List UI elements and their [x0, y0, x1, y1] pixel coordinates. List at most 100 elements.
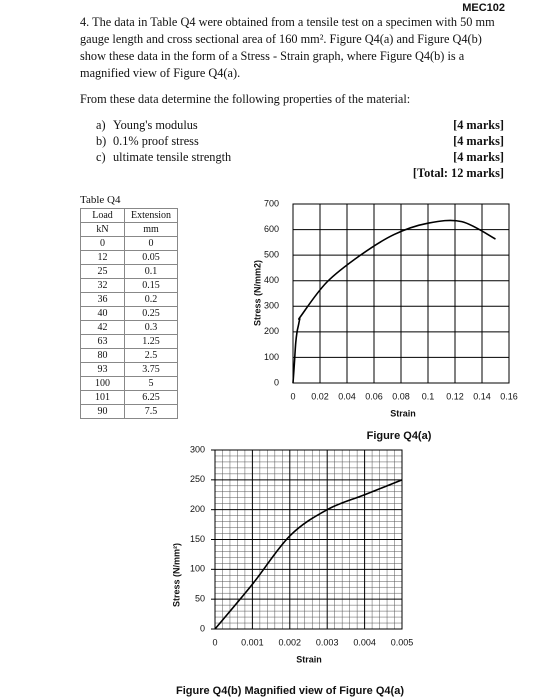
table-cell: 100: [80, 376, 125, 391]
x-tick-label: 0.16: [500, 391, 518, 401]
table-cell: 36: [80, 292, 125, 307]
table-cell: 32: [80, 278, 125, 293]
x-tick-label: 0.002: [279, 637, 302, 647]
y-axis-label: Stress (N/mm²): [171, 543, 181, 607]
x-tick-label: 0.02: [311, 391, 329, 401]
table-cell: 0.25: [124, 306, 178, 321]
table-row: 101 6.25: [80, 390, 178, 405]
question: 4. The data in Table Q4 were obtained fr…: [80, 14, 508, 82]
x-tick-label: 0.12: [446, 391, 464, 401]
x-tick-label: 0.04: [338, 391, 356, 401]
table-cell: kN: [80, 222, 125, 237]
table-row: 42 0.3: [80, 320, 178, 335]
table-cell: 0.2: [124, 292, 178, 307]
table-row: 100 5: [80, 376, 178, 391]
table-cell: mm: [124, 222, 178, 237]
y-tick-label: 300: [190, 444, 205, 454]
table-cell: 25: [80, 264, 125, 279]
table-cell: 42: [80, 320, 125, 335]
table-cell: 2.5: [124, 348, 178, 363]
item-label: c): [96, 150, 106, 164]
table-caption: Table Q4: [80, 194, 121, 206]
y-tick-label: 250: [190, 474, 205, 484]
table-cell: 0.05: [124, 250, 178, 265]
x-tick-label: 0.06: [365, 391, 383, 401]
table-cell: 80: [80, 348, 125, 363]
table-row: 32 0.15: [80, 278, 178, 293]
y-tick-label: 50: [195, 594, 205, 604]
table-cell: 0.3: [124, 320, 178, 335]
chart-title: Figure Q4(a): [367, 430, 432, 442]
x-tick-label: 0.005: [391, 637, 414, 647]
chart-title: Figure Q4(b) Magnified view of Figure Q4…: [176, 685, 404, 697]
table-cell: 12: [80, 250, 125, 265]
x-tick-label: 0.001: [241, 637, 264, 647]
table-row: 12 0.05: [80, 250, 178, 265]
prompt: From these data determine the following …: [80, 92, 411, 106]
item-text: Young's modulus: [113, 118, 198, 132]
table-cell: 5: [124, 376, 178, 391]
item-marks: [4 marks]: [453, 134, 504, 148]
y-tick-label: 200: [190, 504, 205, 514]
item-label: a): [96, 118, 106, 132]
x-tick-label: 0: [290, 391, 295, 401]
y-tick-label: 0: [200, 623, 205, 633]
x-axis-label: Strain: [296, 654, 322, 664]
table-row: kN mm: [80, 222, 178, 237]
data-line: [292, 219, 496, 384]
table-row: 63 1.25: [80, 334, 178, 349]
x-tick-label: 0.004: [353, 637, 376, 647]
x-tick-label: 0.003: [316, 637, 339, 647]
plot-frame: [292, 203, 510, 384]
y-tick-label: 700: [264, 198, 279, 208]
item-text: 0.1% proof stress: [113, 134, 199, 148]
table-row: 25 0.1: [80, 264, 178, 279]
table-cell: 40: [80, 306, 125, 321]
item-text: ultimate tensile strength: [113, 150, 232, 164]
x-tick-label: 0.1: [422, 391, 435, 401]
table-row: 90 7.5: [80, 404, 178, 419]
data-line: [214, 479, 403, 630]
table-cell: 101: [80, 390, 125, 405]
y-tick-label: 100: [264, 352, 279, 362]
question-number: 4.: [80, 15, 90, 29]
y-tick-label: 150: [190, 534, 205, 544]
item-marks: [4 marks]: [453, 118, 504, 132]
y-tick-label: 300: [264, 301, 279, 311]
table-cell: 7.5: [124, 404, 178, 419]
plot-frame: [214, 449, 403, 630]
table-row: 40 0.25: [80, 306, 178, 321]
x-tick-label: 0.14: [473, 391, 491, 401]
course-code: MEC102: [462, 2, 505, 14]
table-cell: 90: [80, 404, 125, 419]
table-cell: 93: [80, 362, 125, 377]
table-row: 93 3.75: [80, 362, 178, 377]
data-table: Load Extension kN mm 0 0 12 0.05 25 0.1 32 0.15 36 0.…: [80, 208, 178, 419]
table-row: 36 0.2: [80, 292, 178, 307]
table-cell: Extension: [124, 208, 178, 223]
table-row: 80 2.5: [80, 348, 178, 363]
y-axis-label: Stress (N/mm2): [252, 260, 262, 326]
item-label: b): [96, 134, 107, 148]
y-tick-label: 200: [264, 326, 279, 336]
table-cell: 0.15: [124, 278, 178, 293]
x-tick-label: 0: [212, 637, 217, 647]
x-axis-label: Strain: [390, 408, 416, 418]
table-cell: 63: [80, 334, 125, 349]
item-marks: [4 marks]: [453, 150, 504, 164]
table-row: Load Extension: [80, 208, 178, 223]
table-cell: Load: [80, 208, 125, 223]
table-cell: 0: [80, 236, 125, 251]
table-cell: 1.25: [124, 334, 178, 349]
table-cell: 6.25: [124, 390, 178, 405]
y-tick-label: 500: [264, 250, 279, 260]
table-cell: 3.75: [124, 362, 178, 377]
x-tick-label: 0.08: [392, 391, 410, 401]
total: [Total: 12 marks]: [412, 166, 504, 180]
table-cell: 0: [124, 236, 178, 251]
y-tick-label: 400: [264, 275, 279, 285]
question-text: The data in Table Q4 were obtained from …: [80, 15, 495, 80]
